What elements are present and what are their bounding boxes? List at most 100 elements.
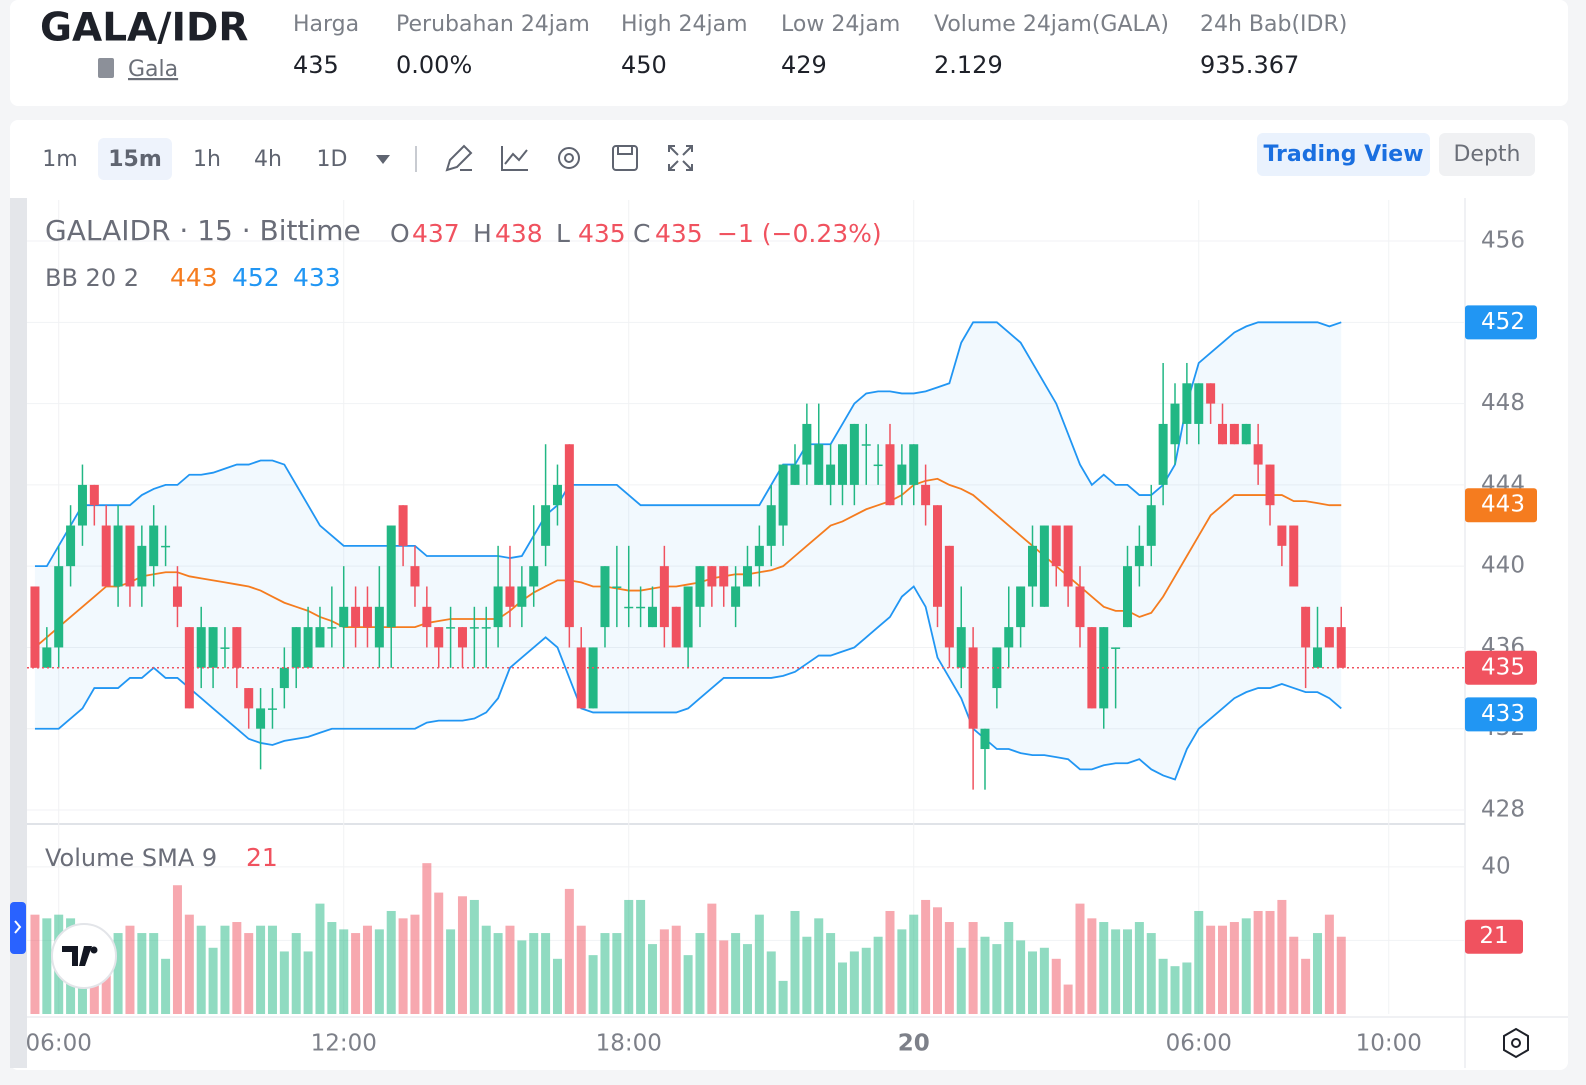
toolbar: 1m 15m 1h 4h 1D Trading View Depth: [42, 133, 1535, 180]
candle-body: [1336, 627, 1346, 668]
ohlc-value: 435: [578, 219, 626, 248]
volume-bar: [600, 933, 610, 1014]
view-button-bg: [1439, 133, 1535, 176]
volume-bar: [1218, 925, 1228, 1014]
candle-body: [1241, 423, 1251, 445]
candle-body: [1134, 545, 1144, 567]
volume-badge-label: 21: [1479, 923, 1508, 949]
stat-label: High 24jam: [621, 12, 748, 37]
volume-bar: [778, 980, 788, 1014]
volume-bar: [1336, 936, 1346, 1014]
fullscreen-icon[interactable]: [668, 145, 693, 171]
volume-bar: [398, 918, 408, 1014]
interval-button[interactable]: 1m: [42, 147, 77, 172]
y-tick-label: 456: [1481, 228, 1525, 254]
volume-bar: [826, 933, 836, 1014]
interval-button[interactable]: 1D: [317, 147, 348, 172]
candle-body: [232, 627, 242, 668]
volume-bar: [30, 914, 40, 1014]
candle-body: [101, 525, 111, 587]
volume-bar: [125, 925, 135, 1014]
candle-body: [636, 606, 646, 609]
candle-body: [1027, 545, 1037, 587]
volume-bar: [113, 933, 123, 1014]
volume-bar: [707, 903, 717, 1014]
candle-body: [992, 647, 1002, 689]
volume-bar: [814, 918, 824, 1014]
x-tick-label: 10:00: [1356, 1031, 1422, 1057]
candle-body: [386, 525, 396, 628]
candle-body: [814, 444, 824, 485]
volume-bar: [256, 925, 266, 1014]
draw-icon[interactable]: [445, 144, 473, 172]
interval-button[interactable]: 1h: [193, 147, 221, 172]
plot: 428432436440444448452456204006:0012:0018…: [26, 200, 1537, 1057]
candle-body: [861, 444, 871, 446]
volume-bar: [1016, 940, 1026, 1014]
volume-bar: [362, 925, 372, 1014]
volume-bar: [315, 903, 325, 1014]
x-tick-label: 20: [898, 1031, 930, 1057]
candle-body: [1218, 423, 1228, 445]
volume-bar: [267, 925, 277, 1014]
view-button-bg: [1257, 133, 1430, 176]
ohlc-label: O: [390, 219, 410, 248]
candle-body: [1194, 383, 1204, 424]
volume-bar: [208, 947, 218, 1014]
candle-body: [909, 444, 919, 485]
candle-body: [362, 606, 372, 628]
candle-body: [659, 566, 669, 628]
volume-bar: [1051, 958, 1061, 1014]
chart-title: GALAIDR · 15 · Bittime: [45, 214, 361, 247]
dropdown-caret[interactable]: [376, 155, 390, 164]
axis-settings-icon[interactable]: [1503, 1027, 1529, 1059]
volume-bar: [683, 955, 693, 1014]
indicator-icon[interactable]: [501, 146, 528, 171]
candle-body: [184, 627, 194, 709]
tool-icons: [445, 144, 693, 172]
candle-body: [161, 545, 171, 548]
volume-bar: [1122, 929, 1132, 1014]
candle-body: [327, 627, 337, 629]
candle-body: [588, 647, 598, 709]
volume-bar: [552, 958, 562, 1014]
volume-bar: [1253, 910, 1263, 1014]
volume-bar: [612, 933, 622, 1014]
candle-body: [1206, 383, 1216, 404]
candle-body: [1051, 525, 1061, 567]
candle-body: [790, 464, 800, 485]
volume-bar: [897, 929, 907, 1014]
volume-bar: [1229, 922, 1239, 1014]
candle-body: [374, 606, 384, 648]
volume-bar: [493, 933, 503, 1014]
candle-body: [1301, 606, 1311, 648]
candle-body: [315, 627, 325, 648]
volume-bar: [742, 944, 752, 1014]
volume-bar: [766, 951, 776, 1014]
candle-body: [742, 566, 752, 587]
candle-body: [220, 647, 230, 649]
volume-bar: [1134, 922, 1144, 1014]
volume-bar: [1004, 922, 1014, 1014]
price-badge: [1465, 305, 1537, 340]
chart-card: [10, 120, 1568, 1070]
header-card: [10, 0, 1568, 106]
bb-fill: [34, 322, 1342, 780]
toggle-arrow: [14, 920, 22, 934]
coin-link[interactable]: Gala: [128, 57, 178, 82]
volume-bar: [446, 929, 456, 1014]
volume-bar: [968, 922, 978, 1014]
stat-value: 435: [293, 51, 339, 79]
interval-button[interactable]: 15m: [108, 147, 162, 172]
settings-icon[interactable]: [558, 147, 580, 169]
view-button[interactable]: Trading View: [1263, 142, 1423, 167]
interval-button[interactable]: 4h: [254, 147, 282, 172]
volume-bar: [232, 922, 242, 1014]
volume-bar: [636, 899, 646, 1014]
tv-logo-dot: [90, 946, 98, 954]
bb-name: BB 20 2: [45, 264, 139, 292]
candle-body: [849, 423, 859, 485]
candle-body: [42, 647, 52, 668]
view-button[interactable]: Depth: [1453, 142, 1520, 167]
